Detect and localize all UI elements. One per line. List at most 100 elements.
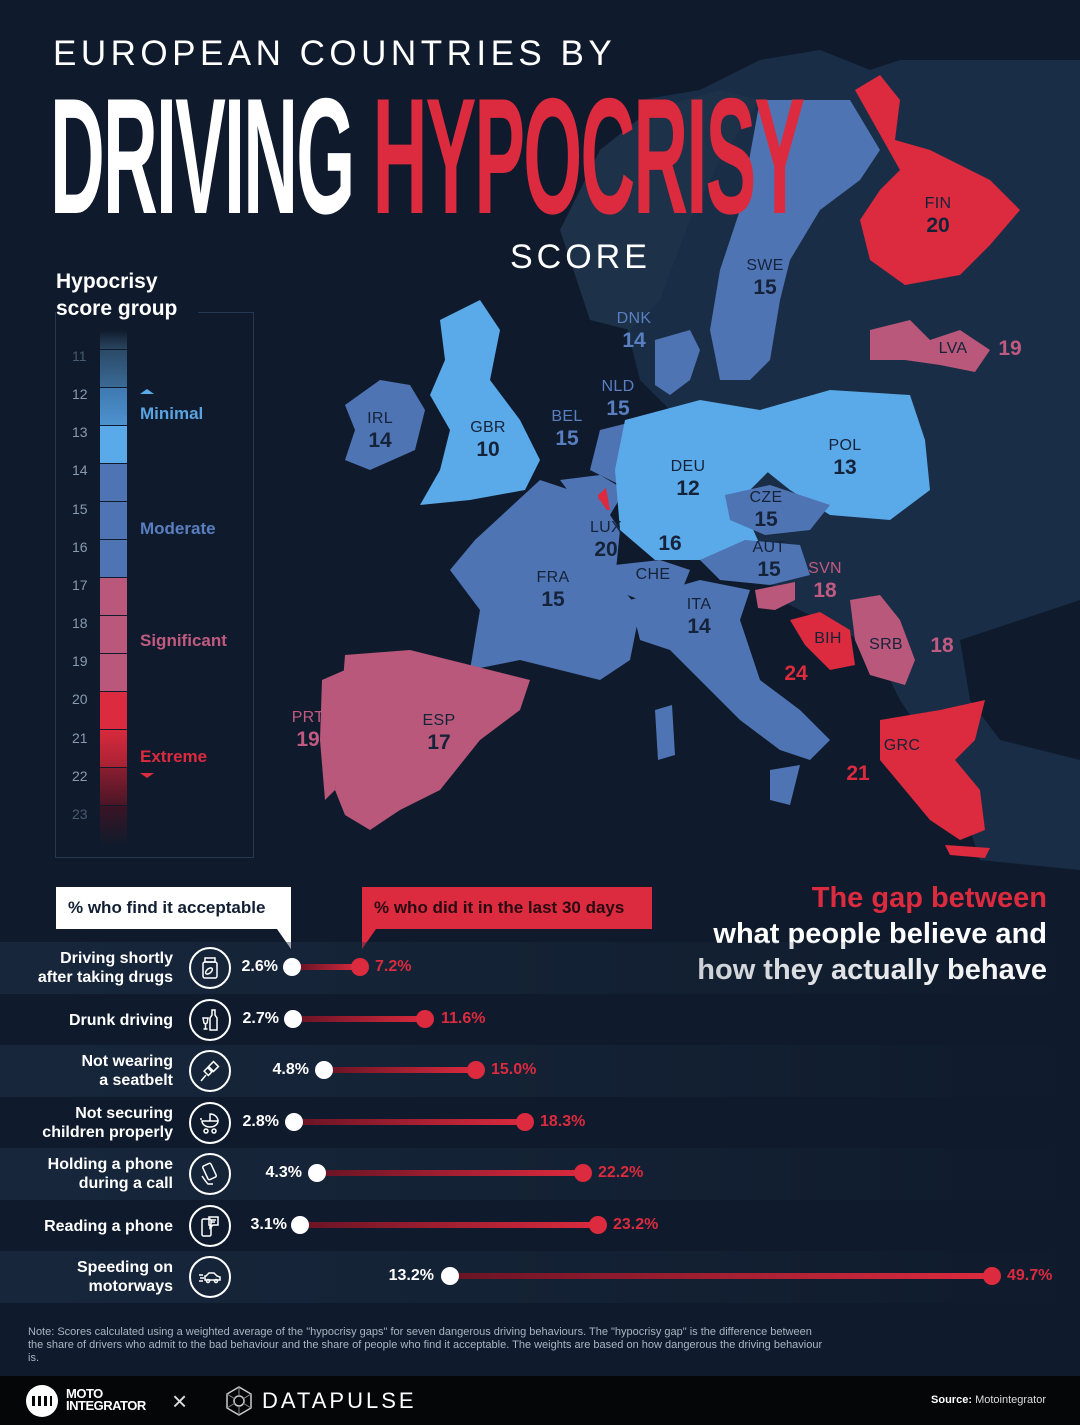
did-it-value: 7.2% xyxy=(375,958,412,975)
behaviour-label-line2: a seatbelt xyxy=(99,1072,173,1089)
black-sea xyxy=(960,600,1080,760)
gap-heading-line1: The gap between xyxy=(811,882,1047,914)
title-score: SCORE xyxy=(510,238,651,276)
label-srb: SRB xyxy=(869,636,903,653)
tick: 14 xyxy=(72,462,88,478)
source-value: Motointegrator xyxy=(975,1394,1046,1406)
tick: 23 xyxy=(72,806,88,822)
country-pol[interactable] xyxy=(760,390,930,520)
did-it-value: 49.7% xyxy=(1007,1267,1053,1284)
country-dnk[interactable] xyxy=(655,330,700,395)
legend-seg xyxy=(100,388,127,426)
country-irl[interactable] xyxy=(345,380,425,470)
caret-down-icon xyxy=(140,773,154,778)
gap-bar xyxy=(323,1170,583,1176)
country-gbr[interactable] xyxy=(420,300,540,505)
group-moderate: Moderate xyxy=(140,519,216,538)
motointegrator-wordmark: MOTO INTEGRATOR xyxy=(66,1387,146,1413)
country-fra[interactable] xyxy=(450,480,640,680)
title-hypocrisy: HYPOCRISY xyxy=(372,64,805,248)
behaviour-label-line1: Not securing xyxy=(75,1104,173,1122)
map-shapes xyxy=(320,50,1080,870)
behaviour-label: Speeding on motorways xyxy=(77,1258,173,1296)
label-swe: SWE 15 xyxy=(746,257,784,299)
hand-phone-icon xyxy=(189,1153,231,1195)
country-bih[interactable] xyxy=(790,612,855,670)
legend-seg xyxy=(100,578,127,616)
did-it-value: 23.2% xyxy=(613,1215,659,1233)
country-cze[interactable] xyxy=(725,485,830,535)
label-ita: ITA 14 xyxy=(686,596,712,638)
label-irl: IRL 14 xyxy=(367,410,393,452)
did-it-dot xyxy=(574,1164,592,1182)
label-lva: LVA xyxy=(938,340,968,357)
gap-bar xyxy=(300,1118,525,1125)
label-prt: PRT 19 xyxy=(291,709,325,751)
did-it-dot xyxy=(589,1215,607,1234)
behaviour-label-line2: motorways xyxy=(88,1278,173,1295)
behaviour-label: Holding a phone during a call xyxy=(48,1155,173,1193)
legend-seg xyxy=(100,616,127,654)
label-che: CHE xyxy=(635,566,671,583)
label-che-score: 16 xyxy=(658,532,682,555)
label-esp: ESP 17 xyxy=(422,712,456,754)
country-svn[interactable] xyxy=(755,582,795,610)
title-driving: DRIVING xyxy=(50,64,355,248)
datapulse-logo-icon xyxy=(226,1386,252,1416)
behaviour-row: Drunk driving 2.7% 11.6% xyxy=(0,994,1080,1046)
gap-bar xyxy=(300,1015,425,1022)
moto-line2: INTEGRATOR xyxy=(66,1398,146,1413)
tick: 20 xyxy=(72,691,88,707)
behaviour-label: Not securing children properly xyxy=(42,1104,173,1142)
label-bih-score: 24 xyxy=(784,662,808,685)
country-ita[interactable] xyxy=(630,580,830,760)
acceptable-dot xyxy=(284,1009,302,1028)
pill-bottle-icon xyxy=(189,947,231,989)
acceptable-dot xyxy=(291,1215,309,1234)
legend-color-bar xyxy=(100,330,127,850)
country-aut[interactable] xyxy=(700,540,810,585)
collab-x: × xyxy=(172,1386,188,1416)
behaviour-label-line2: children properly xyxy=(42,1123,173,1141)
country-grc[interactable] xyxy=(880,700,985,840)
behaviour-label-line1: Drunk driving xyxy=(68,1011,173,1029)
legend-seg xyxy=(100,654,127,692)
legend-seg xyxy=(100,330,127,350)
legend-seg xyxy=(100,806,127,846)
legend-seg xyxy=(100,768,127,806)
country-fin[interactable] xyxy=(855,75,1020,285)
acceptable-value: 2.6% xyxy=(241,958,278,975)
country-esp[interactable] xyxy=(335,650,530,830)
speeding-car-icon xyxy=(189,1256,231,1298)
legend-seg xyxy=(100,502,127,540)
country-prt[interactable] xyxy=(320,670,350,800)
datapulse-wordmark: DATAPULSE xyxy=(262,1388,417,1413)
legend-frame xyxy=(55,312,254,858)
label-gbr: GBR 10 xyxy=(470,419,506,461)
behaviour-row: Speeding on motorways 13.2% 49.7% xyxy=(0,1251,1080,1303)
country-srb[interactable] xyxy=(850,595,915,685)
behaviour-label: Not wearing a seatbelt xyxy=(81,1052,173,1090)
legend-seg xyxy=(100,426,127,464)
gap-bar xyxy=(330,1067,476,1073)
callout-did-it: % who did it in the last 30 days xyxy=(362,887,652,949)
acceptable-dot xyxy=(315,1061,333,1079)
behaviour-label-line1: Not wearing xyxy=(81,1053,173,1070)
label-grc-score: 21 xyxy=(846,762,870,785)
acceptable-dot xyxy=(441,1267,459,1285)
behaviour-label-line1: Holding a phone xyxy=(47,1156,173,1173)
tick: 13 xyxy=(72,424,88,440)
did-it-value: 15.0% xyxy=(491,1061,537,1078)
country-swe[interactable] xyxy=(710,100,880,380)
gap-bar xyxy=(456,1273,991,1279)
did-it-dot xyxy=(983,1267,1001,1285)
tick: 19 xyxy=(72,653,88,669)
label-grc: GRC xyxy=(883,737,921,754)
label-nld: NLD 15 xyxy=(601,378,635,420)
tick: 12 xyxy=(72,386,88,402)
legend-seg xyxy=(100,464,127,502)
did-it-value: 22.2% xyxy=(598,1164,644,1181)
source-credit: Source: Motointegrator xyxy=(931,1394,1046,1406)
country-lva[interactable] xyxy=(870,320,990,372)
